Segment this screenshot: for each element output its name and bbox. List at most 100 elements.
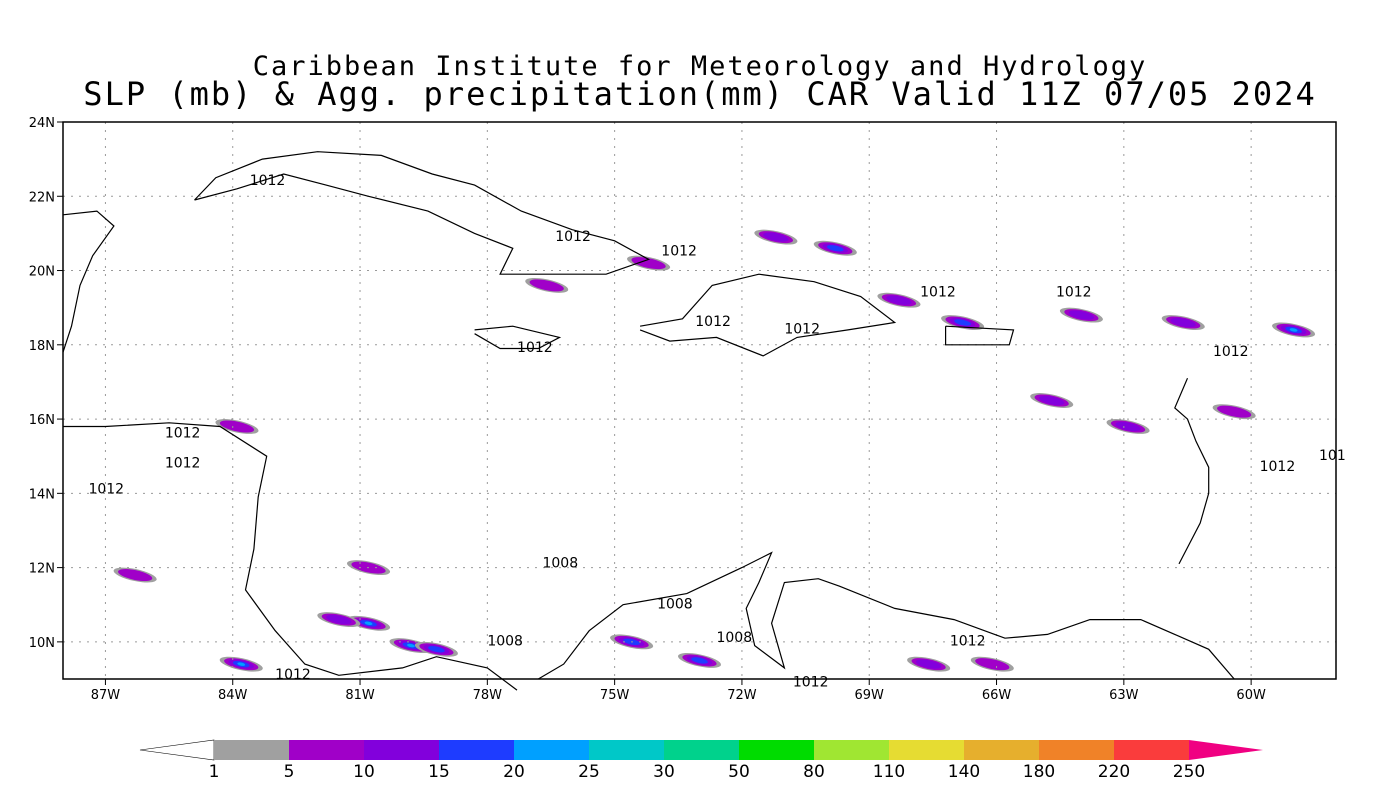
lat-tick-label: 18N — [29, 339, 55, 354]
colorbar-label: 50 — [728, 762, 750, 782]
precip-cell — [1217, 405, 1252, 418]
colorbar-box — [814, 740, 889, 760]
coastline-layer — [62, 151, 1235, 691]
isobar-label: 1008 — [542, 556, 578, 572]
colorbar-label: 140 — [948, 762, 980, 782]
precip-cell — [237, 662, 246, 666]
isobar-label: 1012 — [695, 314, 731, 330]
puerto-rico-coast — [945, 325, 1015, 346]
lon-tick-label: 78W — [473, 688, 503, 703]
colorbar-label: 250 — [1173, 762, 1205, 782]
precip-cell — [915, 659, 942, 669]
colorbar-low-arrow — [139, 739, 215, 761]
precip-cell — [826, 245, 844, 252]
south-america-coast — [537, 551, 1235, 680]
colorbar-box — [1114, 740, 1189, 760]
lat-tick-label: 22N — [29, 190, 55, 205]
colorbar-box — [214, 740, 289, 760]
lon-tick-label: 72W — [727, 688, 757, 703]
lat-lon-grid — [63, 121, 1336, 679]
map-title-line1: Caribbean Institute for Meteorology and … — [252, 51, 1148, 82]
precip-cell — [326, 614, 352, 625]
jamaica-coast — [474, 325, 562, 350]
lat-tick-label: 24N — [29, 116, 55, 131]
isobar-label-layer: 1012 1012 1012 1012 1012 1012 1012 1012 1012 1012… — [88, 173, 1345, 690]
precip-cell — [763, 232, 789, 242]
map-title-line2: SLP (mb) & Agg. precipitation(mm) CAR Va… — [83, 75, 1317, 113]
colorbar-label: 220 — [1098, 762, 1130, 782]
precip-cell — [631, 257, 666, 270]
precip-cell — [1115, 421, 1141, 432]
isobar-label: 1012 — [661, 244, 697, 260]
colorbar-label: 80 — [803, 762, 825, 782]
colorbar-box — [439, 740, 514, 760]
isobar-label: 1008 — [716, 630, 752, 646]
cuba-coast — [194, 151, 651, 275]
precip-cell — [1068, 310, 1095, 320]
lon-tick-label: 60W — [1236, 688, 1266, 703]
precip-cell — [1289, 328, 1298, 332]
precip-cell — [691, 657, 708, 664]
lon-tick-label: 69W — [855, 688, 885, 703]
colorbar-label: 25 — [578, 762, 600, 782]
colorbar-label: 30 — [653, 762, 675, 782]
colorbar-box — [889, 740, 964, 760]
colorbar-box — [589, 740, 664, 760]
precip-cell — [975, 658, 1010, 671]
isobar-label: 1012 — [1056, 285, 1092, 301]
yucatan-coast — [62, 210, 115, 353]
colorbar-high-arrow — [1189, 740, 1263, 760]
isobar-label: 1012 — [165, 455, 201, 471]
precip-cell — [1170, 317, 1196, 328]
precip-cell — [529, 279, 564, 292]
isobar-label: 1008 — [657, 596, 693, 612]
isobar-label: 1012 — [165, 426, 201, 442]
precip-cell — [428, 646, 445, 653]
isobar-label: 1012 — [88, 481, 124, 497]
isobar-label: 1012 — [920, 285, 956, 301]
lon-tick-label: 63W — [1109, 688, 1139, 703]
lat-tick-label: 10N — [29, 636, 55, 651]
colorbar-label: 1 — [209, 762, 220, 782]
colorbar-box — [514, 740, 589, 760]
lat-tick-label: 16N — [29, 413, 55, 428]
precip-cell — [117, 569, 153, 582]
colorbar-label: 110 — [873, 762, 905, 782]
lon-tick-label: 87W — [91, 688, 121, 703]
precipitation-layer — [113, 229, 1316, 672]
colorbar-label: 5 — [284, 762, 295, 782]
hispaniola-coast — [639, 273, 897, 357]
isobar-label: 1012 — [555, 229, 591, 245]
colorbar-box — [964, 740, 1039, 760]
lon-tick-label: 75W — [600, 688, 630, 703]
lon-tick-label: 81W — [345, 688, 375, 703]
lat-tick-label: 12N — [29, 562, 55, 577]
isobar-label: 1012 — [950, 634, 986, 650]
colorbar-box — [1039, 740, 1114, 760]
precip-cell — [954, 319, 971, 326]
colorbar-label: 180 — [1023, 762, 1055, 782]
precip-cell — [407, 643, 415, 648]
precip-cell — [886, 295, 912, 305]
map-frame — [62, 121, 1337, 680]
colorbar-box — [664, 740, 739, 760]
isobar-label: 1012 — [250, 173, 286, 189]
lat-tick-label: 20N — [29, 265, 55, 280]
isobar-label: 1008 — [487, 634, 523, 650]
isobar-label: 1012 — [517, 340, 553, 356]
precip-cell — [219, 420, 255, 433]
colorbar-box — [739, 740, 814, 760]
isobar-label: 101 — [1319, 448, 1346, 464]
isobar-label: 1012 — [1213, 344, 1249, 360]
colorbar-label: 15 — [428, 762, 450, 782]
colorbar-box — [364, 740, 439, 760]
precip-cell — [364, 621, 373, 626]
precip-cell — [1038, 395, 1065, 406]
isobar-label: 1012 — [784, 322, 820, 338]
colorbar-label: 20 — [503, 762, 525, 782]
lat-tick-label: 14N — [29, 487, 55, 502]
colorbar-box — [289, 740, 364, 760]
lon-tick-label: 66W — [982, 688, 1012, 703]
